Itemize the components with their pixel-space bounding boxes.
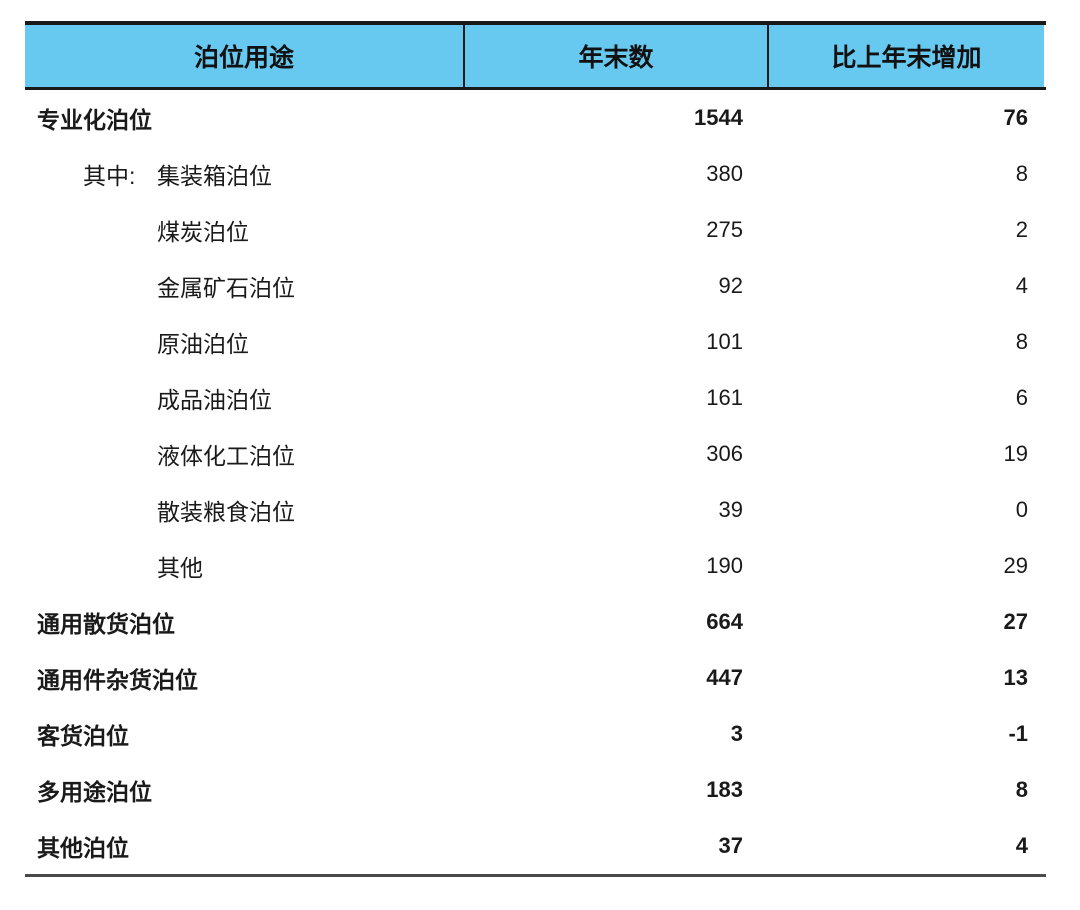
year-end-count-cell: 101 <box>706 329 743 354</box>
increase-cell: 8 <box>1015 777 1028 802</box>
berth-use-cell: 原油泊位 <box>25 325 465 359</box>
berth-statistics-table: 泊位用途 年末数 比上年末增加 专业化泊位 1544 76 其中: 集装箱泊位 380 8 煤… <box>25 21 1046 877</box>
berth-use-cell: 通用散货泊位 <box>25 605 465 639</box>
column-header-year-end-count: 年末数 <box>465 25 769 87</box>
berth-use-label: 煤炭泊位 <box>157 219 249 245</box>
column-header-increase: 比上年末增加 <box>769 25 1044 87</box>
berth-use-label: 通用散货泊位 <box>37 611 175 637</box>
year-end-count-cell: 37 <box>718 833 743 858</box>
berth-use-cell: 通用件杂货泊位 <box>25 661 465 695</box>
berth-use-cell: 其中: 集装箱泊位 <box>25 157 465 191</box>
increase-cell: 2 <box>1015 217 1028 242</box>
table-row: 其他泊位 37 4 <box>25 818 1046 874</box>
column-header-berth-use: 泊位用途 <box>25 25 465 87</box>
increase-cell: 0 <box>1015 497 1028 522</box>
berth-use-label: 其他 <box>157 555 203 581</box>
increase-cell: 76 <box>1003 105 1028 130</box>
year-end-count-cell: 664 <box>706 609 743 634</box>
year-end-count-cell: 447 <box>706 665 743 690</box>
berth-use-label: 专业化泊位 <box>37 107 152 133</box>
berth-use-cell: 金属矿石泊位 <box>25 269 465 303</box>
table-header-row: 泊位用途 年末数 比上年末增加 <box>25 21 1046 90</box>
increase-cell: 29 <box>1003 553 1028 578</box>
year-end-count-cell: 92 <box>718 273 743 298</box>
increase-cell: 4 <box>1015 273 1028 298</box>
berth-use-cell: 煤炭泊位 <box>25 213 465 247</box>
year-end-count-cell: 306 <box>706 441 743 466</box>
berth-use-label: 成品油泊位 <box>157 387 272 413</box>
table-row: 其他 190 29 <box>25 538 1046 594</box>
berth-use-cell: 客货泊位 <box>25 717 465 751</box>
year-end-count-cell: 183 <box>706 777 743 802</box>
increase-cell: 19 <box>1003 441 1028 466</box>
year-end-count-cell: 190 <box>706 553 743 578</box>
table-row: 多用途泊位 183 8 <box>25 762 1046 818</box>
berth-use-cell: 专业化泊位 <box>25 101 465 135</box>
berth-use-label: 通用件杂货泊位 <box>37 667 198 693</box>
year-end-count-cell: 39 <box>718 497 743 522</box>
table-row: 专业化泊位 1544 76 <box>25 90 1046 146</box>
table-row: 金属矿石泊位 92 4 <box>25 258 1046 314</box>
table-row: 成品油泊位 161 6 <box>25 370 1046 426</box>
berth-use-cell: 成品油泊位 <box>25 381 465 415</box>
table-row: 散装粮食泊位 39 0 <box>25 482 1046 538</box>
table-body: 专业化泊位 1544 76 其中: 集装箱泊位 380 8 煤炭泊位 275 2 金属矿石泊位 92 4… <box>25 90 1046 877</box>
berth-use-label: 原油泊位 <box>157 331 249 357</box>
berth-use-cell: 其他泊位 <box>25 829 465 863</box>
berth-use-label: 其他泊位 <box>37 835 129 861</box>
table-row: 通用件杂货泊位 447 13 <box>25 650 1046 706</box>
table-row: 液体化工泊位 306 19 <box>25 426 1046 482</box>
increase-cell: 27 <box>1003 609 1028 634</box>
berth-use-cell: 多用途泊位 <box>25 773 465 807</box>
increase-cell: 13 <box>1003 665 1028 690</box>
table-row: 原油泊位 101 8 <box>25 314 1046 370</box>
berth-use-label: 多用途泊位 <box>37 779 152 805</box>
increase-cell: 8 <box>1015 161 1028 186</box>
table-row: 其中: 集装箱泊位 380 8 <box>25 146 1046 202</box>
year-end-count-cell: 275 <box>706 217 743 242</box>
berth-use-label: 散装粮食泊位 <box>157 499 295 525</box>
increase-cell: 6 <box>1015 385 1028 410</box>
berth-use-label: 金属矿石泊位 <box>157 275 295 301</box>
year-end-count-cell: 161 <box>706 385 743 410</box>
berth-use-cell: 散装粮食泊位 <box>25 493 465 527</box>
year-end-count-cell: 1544 <box>694 105 743 130</box>
berth-use-cell: 其他 <box>25 549 465 583</box>
table-row: 通用散货泊位 664 27 <box>25 594 1046 650</box>
berth-use-label: 液体化工泊位 <box>157 443 295 469</box>
berth-use-cell: 液体化工泊位 <box>25 437 465 471</box>
berth-use-label: 客货泊位 <box>37 723 129 749</box>
year-end-count-cell: 3 <box>730 721 743 746</box>
increase-cell: 4 <box>1015 833 1028 858</box>
increase-cell: -1 <box>1008 721 1028 746</box>
increase-cell: 8 <box>1015 329 1028 354</box>
berth-use-label: 集装箱泊位 <box>157 163 272 189</box>
among-which-prefix: 其中: <box>83 163 136 189</box>
year-end-count-cell: 380 <box>706 161 743 186</box>
table-row: 煤炭泊位 275 2 <box>25 202 1046 258</box>
table-row: 客货泊位 3 -1 <box>25 706 1046 762</box>
